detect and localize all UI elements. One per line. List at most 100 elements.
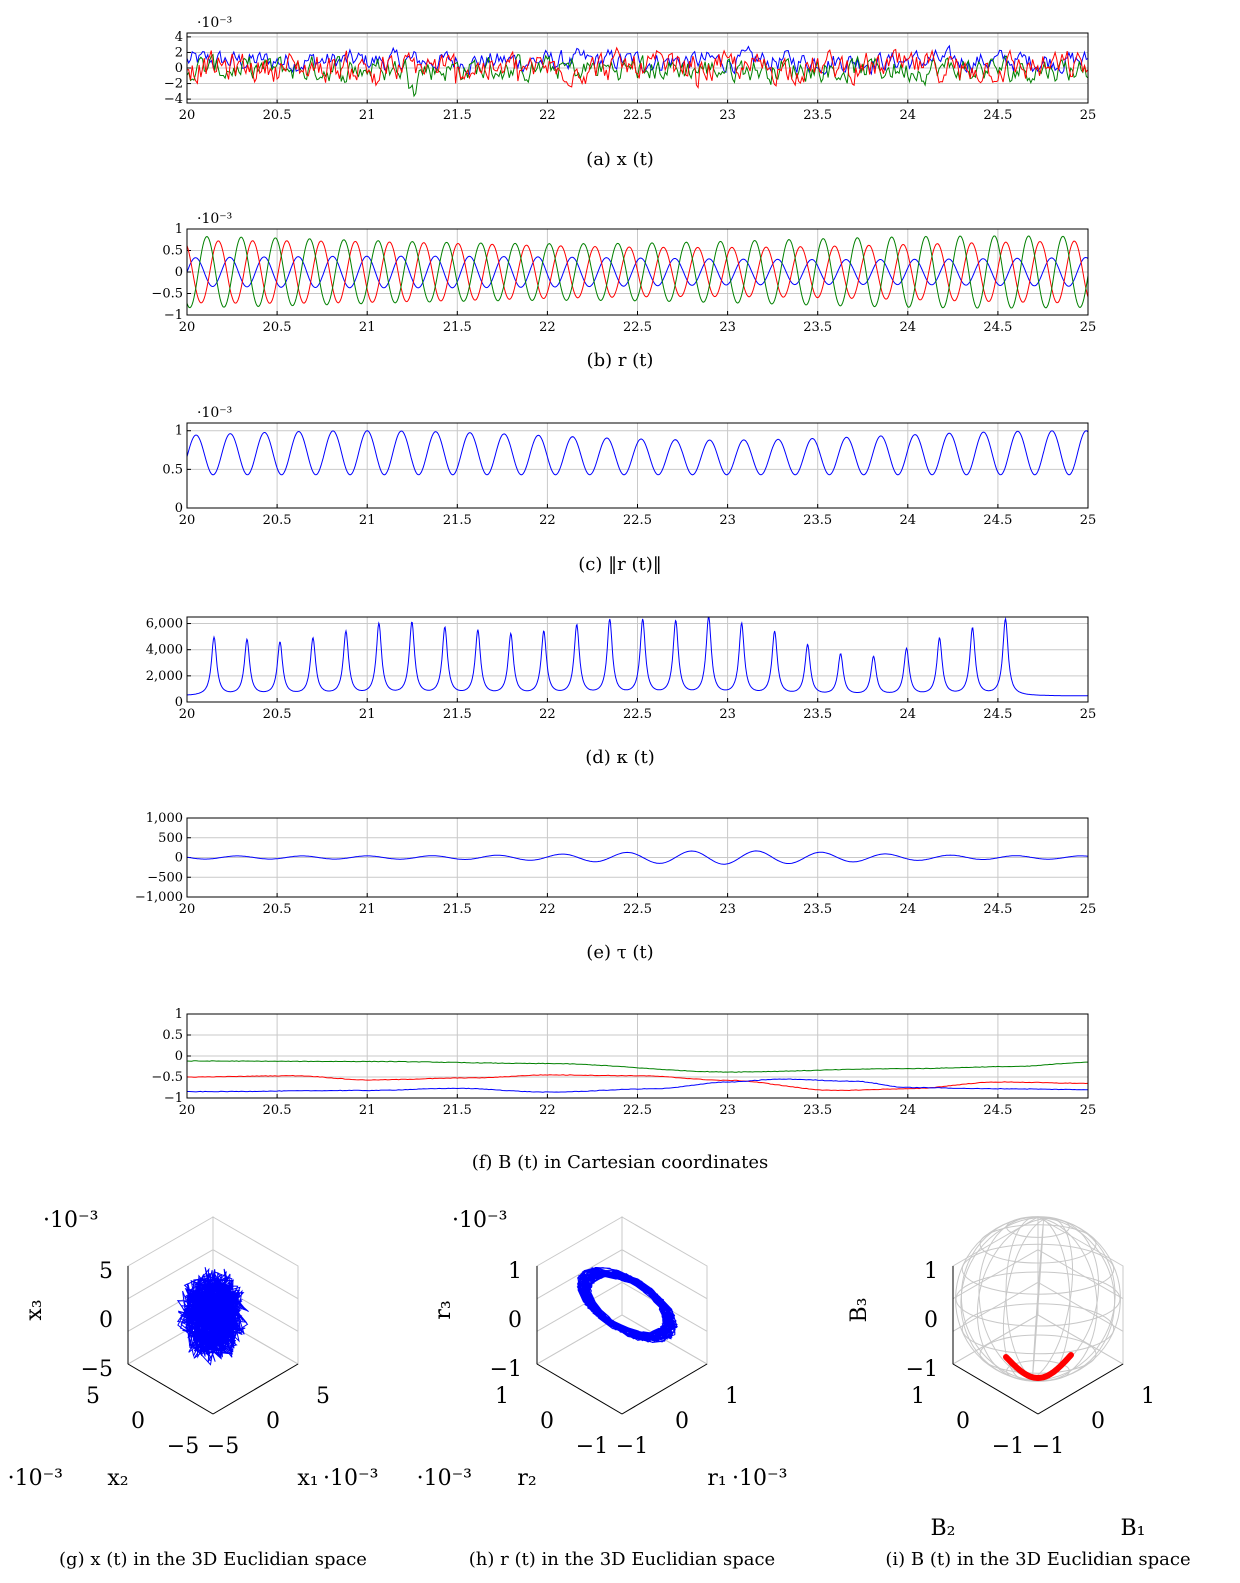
x-tick-label: 22: [539, 108, 556, 123]
x-tick-label: 22: [539, 320, 556, 335]
series-line: [187, 1078, 1088, 1093]
x-tick-label: 22: [539, 513, 556, 528]
x-tick-label: 20.5: [263, 707, 292, 722]
plot-frame: [186, 32, 1089, 104]
y-tick-label: −1: [992, 1434, 1024, 1459]
z-tick-label: −1: [490, 1357, 522, 1382]
x-tick-label: 22: [539, 707, 556, 722]
y-tick-label: −1,000: [135, 890, 183, 905]
x-tick-label: 22.5: [623, 108, 652, 123]
cube-pane: [621, 1216, 708, 1365]
cube-pane: [1037, 1216, 1124, 1365]
y-exponent: ·10⁻³: [8, 1466, 63, 1491]
x-tick-label: 23: [719, 108, 736, 123]
chart-caption: (i) B (t) in the 3D Euclidian space: [885, 1549, 1190, 1570]
z-exponent: ·10⁻³: [43, 1208, 98, 1233]
y-tick-label: 1: [175, 1007, 183, 1022]
series-line: [187, 53, 1088, 98]
x-tick-label: 24: [900, 108, 917, 123]
y-tick-label: 0.5: [162, 462, 183, 477]
x-axis-label: r₁: [707, 1466, 726, 1491]
y-axis-label: r₂: [517, 1466, 536, 1491]
x-tick-label: 20: [179, 707, 196, 722]
x-tick-label: 21: [359, 513, 376, 528]
chart-f: 20 20.5 21 21.5 22 22.5 23 23.5 24 24.5 25 1 0.5 0 −0.…: [151, 1007, 1096, 1173]
y-tick-label: 0: [175, 695, 183, 710]
x-tick-label: 23.5: [803, 108, 832, 123]
data-cloud: [955, 1216, 1121, 1382]
y-axis: [536, 1363, 623, 1415]
x-tick-label: 20.5: [263, 513, 292, 528]
y-tick-label: 5: [86, 1384, 100, 1409]
x-tick-label: 23: [719, 320, 736, 335]
x-exponent: ·10⁻³: [732, 1466, 787, 1491]
y-tick-label: 500: [158, 831, 183, 846]
y-tick-label: −1: [164, 308, 183, 323]
y-tick-label: 2: [175, 45, 183, 60]
y-tick-label: 0: [540, 1409, 554, 1434]
chart-e: 20 20.5 21 21.5 22 22.5 23 23.5 24 24.5 25 1,000 500…: [135, 811, 1096, 963]
chart-caption: (c) ‖r (t)‖: [578, 554, 661, 575]
x-tick-label: −1: [1032, 1434, 1064, 1459]
data-cloud: [576, 1266, 678, 1344]
z-tick-label: 0: [924, 1308, 938, 1333]
series-line: [187, 44, 1088, 76]
x-tick-label: 24: [900, 902, 917, 917]
x-tick-label: 24: [900, 707, 917, 722]
x-tick-label: 1: [1141, 1384, 1155, 1409]
axis-exponent: ·10⁻³: [197, 211, 232, 227]
y-exponent: ·10⁻³: [417, 1466, 472, 1491]
x-tick-label: 23: [719, 902, 736, 917]
y-tick-label: 6,000: [146, 617, 183, 632]
x-tick-label: 24.5: [983, 320, 1012, 335]
cube-grid: [952, 1249, 1039, 1300]
z-tick-label: 1: [508, 1259, 522, 1284]
plot-frame: [186, 422, 1089, 509]
x-tick-label: 20: [179, 108, 196, 123]
x-axis: [1037, 1363, 1124, 1415]
x-tick-label: 20.5: [263, 320, 292, 335]
y-tick-label: 0: [175, 61, 183, 76]
z-axis-label: B₃: [847, 1298, 872, 1323]
series-line: [187, 235, 1088, 309]
series-line: [187, 46, 1088, 89]
x-tick-label: 24.5: [983, 707, 1012, 722]
y-tick-label: −0.5: [151, 1070, 183, 1085]
x-tick-label: −1: [616, 1434, 648, 1459]
data-cloud: [176, 1267, 249, 1366]
x-tick-label: 22.5: [623, 1103, 652, 1118]
y-axis: [127, 1363, 214, 1415]
series-line: [187, 1074, 1088, 1092]
z-exponent: ·10⁻³: [452, 1208, 507, 1233]
axis-exponent: ·10⁻³: [197, 15, 232, 31]
x-axis-label: B₁: [1121, 1516, 1146, 1541]
x-tick-label: 22.5: [623, 707, 652, 722]
x-tick-label: 23.5: [803, 320, 832, 335]
plot-frame: [186, 1013, 1089, 1099]
y-tick-label: 0.5: [162, 1028, 183, 1043]
x-tick-label: 20: [179, 513, 196, 528]
y-tick-label: 0: [956, 1409, 970, 1434]
series-line: [187, 430, 1088, 476]
z-tick-label: −5: [81, 1357, 113, 1382]
chart-a: 20 20.5 21 21.5 22 22.5 23 23.5 24 24.5 25420−2−4·…: [164, 15, 1096, 170]
chart-caption: (d) κ (t): [585, 747, 655, 768]
x-tick-label: 21.5: [443, 108, 472, 123]
chart-d: 20 20.5 21 21.5 22 22.5 23 23.5 24 24.5 25 6,000 4,0…: [146, 616, 1096, 768]
x-tick-label: 20: [179, 902, 196, 917]
y-tick-label: 0.5: [162, 244, 183, 259]
trajectory: [576, 1266, 678, 1344]
chart-caption: (h) r (t) in the 3D Euclidian space: [469, 1549, 775, 1570]
y-tick-label: 0: [131, 1409, 145, 1434]
x-tick-label: 21: [359, 707, 376, 722]
x-tick-label: 23.5: [803, 1103, 832, 1118]
x-tick-label: 22.5: [623, 902, 652, 917]
x-axis: [212, 1363, 299, 1415]
cube-grid: [621, 1249, 708, 1300]
chart-caption: (a) x (t): [586, 149, 654, 170]
chart-caption: (f) B (t) in Cartesian coordinates: [472, 1152, 769, 1173]
y-tick-label: −2: [164, 77, 183, 92]
